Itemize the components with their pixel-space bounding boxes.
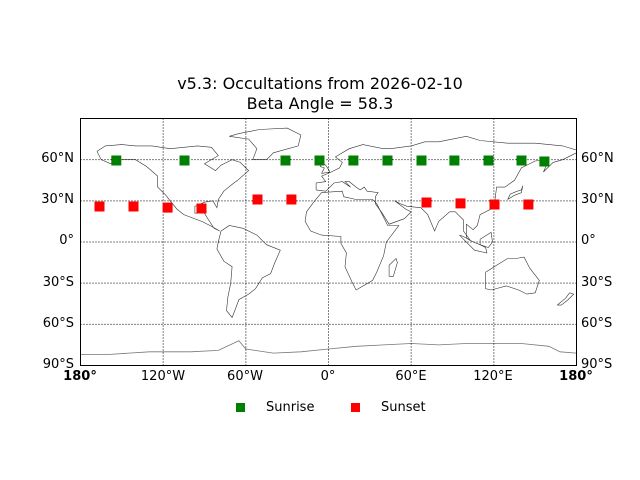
antarctica-coastline: [80, 340, 577, 355]
coastline: [388, 257, 398, 277]
y-tick-left: 60°N: [41, 151, 74, 166]
legend-label-sunrise: Sunrise: [266, 400, 315, 415]
sunset-marker-icon: [351, 403, 360, 412]
sunset-marker: [196, 203, 207, 214]
coastline: [485, 256, 540, 295]
gridlines: [80, 118, 577, 366]
sunset-marker: [252, 194, 263, 205]
x-tick: 120°W: [140, 369, 186, 384]
x-tick: 60°W: [227, 369, 263, 384]
y-tick-left: 90°S: [42, 357, 74, 372]
sunrise-marker: [449, 155, 460, 166]
coastline: [96, 144, 250, 232]
y-tick-left: 0°: [59, 233, 74, 248]
legend-label-sunset: Sunset: [381, 400, 426, 415]
x-tick: 180°: [559, 369, 593, 384]
sunrise-marker: [539, 156, 550, 167]
occultation-markers: [94, 155, 550, 214]
coastline: [216, 225, 281, 319]
y-tick-right: 90°S: [581, 357, 613, 372]
world-map-outline: [80, 127, 577, 355]
y-tick-right: 30°S: [581, 275, 613, 290]
sunrise-marker-icon: [236, 403, 245, 412]
sunrise-marker: [179, 155, 190, 166]
sunrise-marker: [280, 155, 291, 166]
legend-item-sunrise: Sunrise: [236, 400, 314, 415]
coastline: [479, 231, 493, 248]
coastline: [557, 292, 575, 306]
plot-frame: [80, 118, 577, 366]
sunset-marker: [162, 202, 173, 213]
y-tick-right: 0°: [581, 233, 596, 248]
chart-subtitle: Beta Angle = 58.3: [246, 94, 394, 113]
sunrise-marker: [314, 155, 325, 166]
y-tick-right: 60°N: [581, 151, 614, 166]
legend-item-sunset: Sunset: [351, 400, 426, 415]
y-tick-left: 30°N: [41, 192, 74, 207]
y-tick-right: 60°S: [581, 316, 613, 331]
y-tick-left: 60°S: [42, 316, 74, 331]
coastline: [229, 127, 302, 160]
sunrise-marker: [382, 155, 393, 166]
sunrise-marker: [348, 155, 359, 166]
coastline: [459, 234, 488, 254]
sunrise-marker: [111, 155, 122, 166]
x-tick: 180°: [63, 369, 97, 384]
sunrise-marker: [516, 155, 527, 166]
sunset-marker: [421, 197, 432, 208]
sunset-marker: [455, 198, 466, 209]
coastline: [507, 185, 524, 200]
sunset-marker: [489, 199, 500, 210]
y-tick-left: 30°S: [42, 275, 74, 290]
x-tick: 0°: [320, 369, 336, 384]
coastline: [315, 135, 577, 241]
x-tick: 120°E: [473, 369, 513, 384]
legend: Sunrise Sunset: [0, 400, 640, 418]
y-tick-right: 30°N: [581, 192, 614, 207]
sunset-marker: [128, 201, 139, 212]
coastline: [304, 190, 400, 291]
x-tick: 60°E: [395, 369, 427, 384]
sunrise-marker: [416, 155, 427, 166]
sunset-marker: [286, 194, 297, 205]
sunrise-marker: [483, 155, 494, 166]
sunset-marker: [523, 199, 534, 210]
sunset-marker: [94, 201, 105, 212]
chart-title: v5.3: Occultations from 2026-02-10: [177, 74, 463, 93]
